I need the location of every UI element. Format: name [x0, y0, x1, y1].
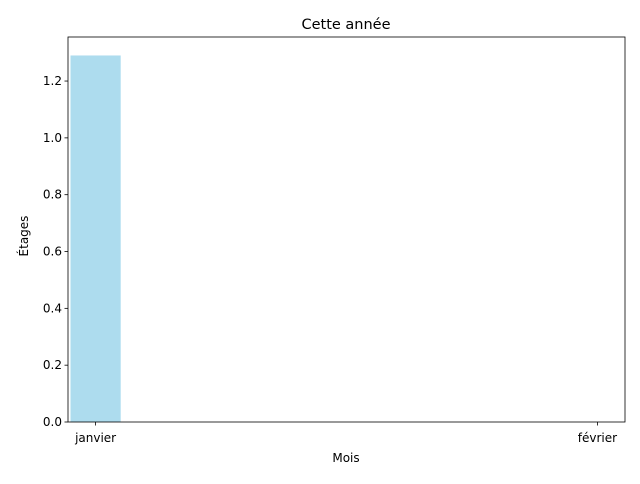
y-tick-label: 1.2 [43, 74, 62, 88]
y-tick-label: 1.0 [43, 131, 62, 145]
plot-area: 0.0 0.2 0.4 0.6 0.8 1.0 1.2 janvier février [43, 36, 626, 445]
bar-janvier [70, 55, 121, 423]
y-tick-label: 0.6 [43, 245, 62, 259]
y-tick-label: 0.8 [43, 188, 62, 202]
x-tick-label: février [578, 431, 617, 445]
y-tick-label: 0.0 [43, 415, 62, 429]
y-axis-label: Étages [16, 216, 31, 257]
x-axis-label: Mois [332, 451, 359, 465]
chart-title: Cette année [301, 17, 390, 33]
x-tick-label: janvier [74, 431, 116, 445]
axes-frame [67, 36, 626, 423]
y-tick-label: 0.4 [43, 301, 62, 315]
y-tick-label: 0.2 [43, 358, 62, 372]
